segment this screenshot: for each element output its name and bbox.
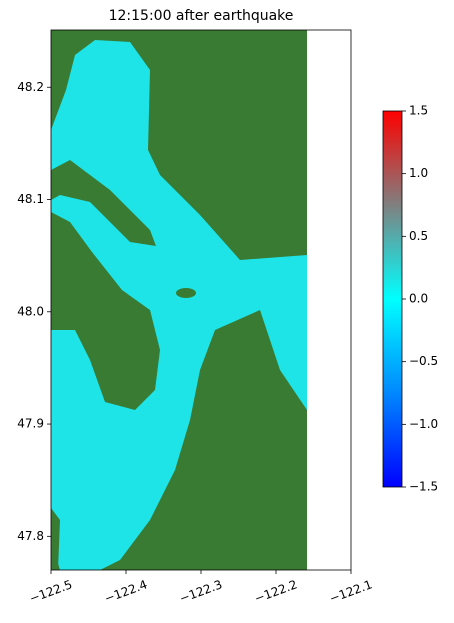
- colorbar: [382, 110, 403, 488]
- water: [51, 40, 307, 570]
- map-area: [51, 30, 307, 570]
- y-tick-label: 48.2: [17, 80, 44, 94]
- y-tick-label: 47.8: [17, 529, 44, 543]
- land: [51, 508, 60, 570]
- colorbar-tick-label: −0.5: [409, 354, 438, 368]
- colorbar-tick-label: −1.0: [409, 417, 438, 431]
- island: [176, 288, 196, 298]
- colorbar-tick-label: 1.0: [409, 166, 428, 180]
- colorbar-tick-label: 1.5: [409, 104, 428, 118]
- x-tick-label: −122.3: [178, 577, 225, 605]
- x-tick-label: −122.4: [103, 577, 150, 605]
- x-tick-label: −122.1: [328, 577, 375, 605]
- land: [51, 212, 160, 410]
- colorbar-tick-label: −1.5: [409, 480, 438, 494]
- land: [51, 160, 156, 246]
- chart-title: 12:15:00 after earthquake: [109, 8, 294, 24]
- y-tick-label: 48.1: [17, 192, 44, 206]
- colorbar-tick-label: 0.0: [409, 292, 428, 306]
- x-tick-label: −122.5: [28, 577, 75, 605]
- x-tick-label: −122.2: [253, 577, 300, 605]
- y-tick-label: 48.0: [17, 304, 44, 318]
- y-tick-label: 47.9: [17, 417, 44, 431]
- colorbar-tick-label: 0.5: [409, 229, 428, 243]
